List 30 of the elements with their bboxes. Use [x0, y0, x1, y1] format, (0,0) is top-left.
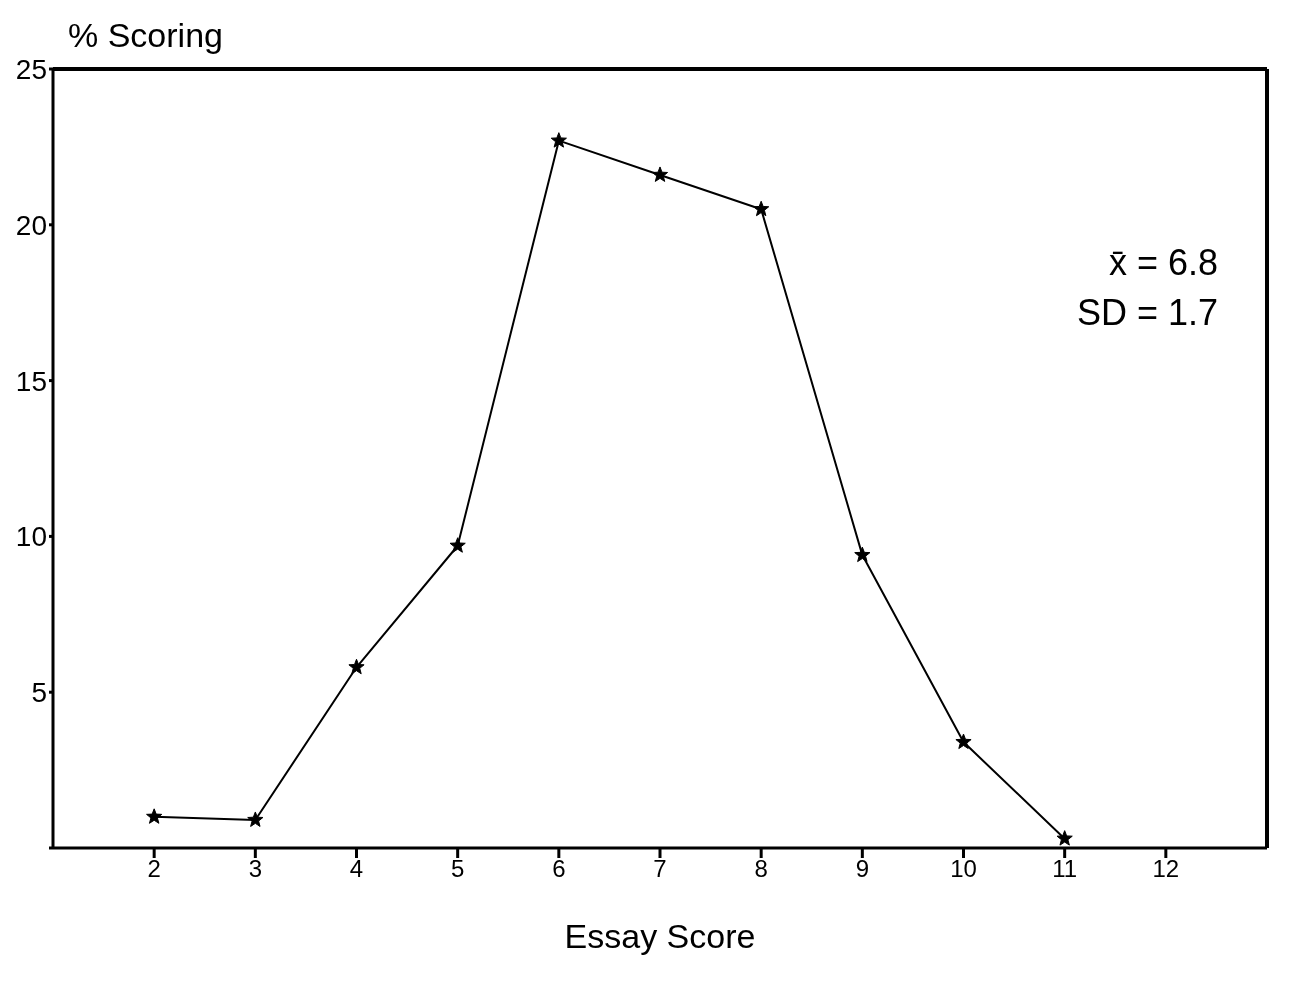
annotation: x̄ = 6.8 — [1107, 241, 1218, 285]
point — [550, 132, 567, 148]
x-tick-label: 3 — [248, 855, 263, 883]
x-tick-label: 6 — [552, 855, 566, 883]
point — [146, 808, 163, 824]
x-tick-label: 12 — [1152, 855, 1180, 883]
x-tick-label: 4 — [349, 855, 364, 883]
point — [348, 658, 365, 675]
x-tick-label: 9 — [855, 855, 870, 883]
y-tick-label: 20 — [15, 209, 47, 241]
x-tick-label: 7 — [653, 855, 667, 883]
x-tick-label: 10 — [950, 855, 977, 883]
y-axis-title: % Scoring — [68, 16, 223, 55]
point — [449, 537, 466, 553]
y-tick-label: 15 — [15, 365, 47, 397]
annotation: SD = 1.7 — [1076, 291, 1218, 335]
x-tick-label: 11 — [1052, 855, 1078, 883]
y-tick-label: 25 — [15, 53, 47, 85]
x-axis-title: Essay Score — [564, 917, 756, 955]
point — [1056, 830, 1073, 846]
point — [955, 733, 972, 750]
point — [753, 200, 770, 217]
x-tick-label: 2 — [147, 855, 161, 883]
x-tick-label: 5 — [450, 855, 465, 883]
y-tick-label: 5 — [31, 677, 47, 709]
y-tick-label: 10 — [15, 521, 47, 553]
point — [247, 811, 264, 827]
x-tick-label: 8 — [754, 855, 768, 883]
point — [854, 546, 871, 563]
point — [651, 166, 669, 182]
